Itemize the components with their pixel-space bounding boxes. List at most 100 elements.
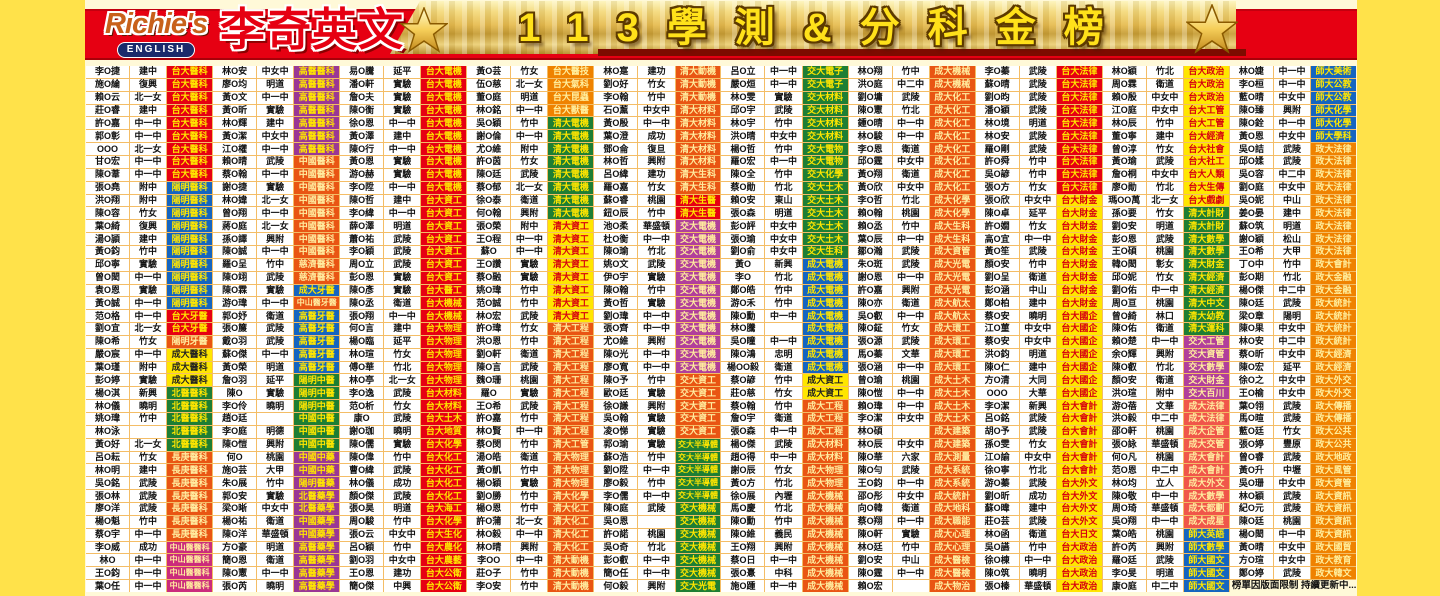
entry-name-cell: 羅O嘉 [594, 181, 638, 194]
entry-name-cell: 李O翰 [594, 91, 638, 104]
entry-univ-cell: 台大物理 [421, 374, 467, 387]
entry-univ-cell: 交大資工 [675, 387, 721, 400]
entry-name-cell: 馬O暄 [1229, 413, 1273, 425]
entry-school-cell: 武陵 [384, 233, 421, 245]
entry-school-cell: 興附 [638, 400, 675, 413]
entry-name-cell: 彭O恩 [340, 271, 384, 284]
entry-school-cell: 桃園 [1146, 245, 1183, 258]
entry-univ-cell: 成大化工 [929, 168, 975, 181]
entry-univ-cell: 清大動機 [548, 554, 594, 567]
entry-name-cell: 孫O譯 [213, 233, 257, 245]
entry-name-cell: 劉O勝 [467, 490, 511, 503]
entry-school-cell: 桃園 [638, 194, 675, 207]
entry-name-cell: 莊O子 [467, 567, 511, 580]
entry-name-cell: 陳O言 [467, 361, 511, 374]
entry-univ-cell: 清大生科 [675, 168, 721, 181]
entry-school-cell: 竹中 [765, 400, 802, 413]
entry-name-cell: 林O雯 [721, 91, 765, 104]
entry-school-cell: 衛道 [511, 194, 548, 207]
entry-univ-cell: 中國中藥 [294, 464, 340, 477]
entry-school-cell: 實驗 [384, 284, 421, 297]
entry-school-cell: 新興 [1019, 400, 1056, 413]
entry-univ-cell: 台大財金 [1056, 258, 1102, 271]
entry-univ-cell: 成大工程 [802, 400, 848, 413]
entry-univ-cell: 台大財金 [1056, 194, 1102, 207]
entry-name-cell: 林O翔 [848, 66, 892, 78]
entry-univ-cell: 師大公教 [1311, 78, 1356, 91]
entry-name-cell: 林O儀 [86, 400, 129, 413]
entry-school-cell: 中一中 [1146, 490, 1183, 503]
entry-name-cell: 廖O寬 [594, 361, 638, 374]
entry-name-cell: 林O安 [1229, 335, 1273, 348]
entry-school-cell: 中二中 [1146, 580, 1183, 592]
entry-school-cell: 中一中 [129, 348, 167, 361]
entry-school-cell: 建中 [129, 464, 167, 477]
entry-univ-cell: 長庚醫科 [167, 490, 213, 503]
entry-name-cell: 劉O好 [594, 78, 638, 91]
entry-name-cell: 蘇O筑 [1229, 220, 1273, 233]
entry-univ-cell: 台大財金 [1056, 207, 1102, 220]
entry-name-cell: 洪O瑄 [1102, 387, 1146, 400]
entry-name-cell: 鄧O侖 [594, 143, 638, 155]
entry-univ-cell: 中國醫科 [294, 233, 340, 245]
entry-school-cell: 竹中 [638, 207, 675, 220]
entry-name-cell: 林O碩 [848, 425, 892, 438]
entry-name-cell: 歐O廷 [594, 387, 638, 400]
entry-name-cell: 莊O芸 [975, 515, 1019, 528]
entry-school-cell: 中女中 [1146, 91, 1183, 104]
entry-univ-cell: 台大資工 [421, 207, 467, 220]
entry-name-cell: 邵O彤 [848, 490, 892, 503]
entry-univ-cell: 成大環工 [929, 335, 975, 348]
entry-name-cell: 蔡O日 [721, 554, 765, 567]
entry-name-cell: 曾O綺 [1102, 310, 1146, 323]
entry-univ-cell: 台大物理 [421, 335, 467, 348]
entry-univ-cell: 台大會計 [1056, 425, 1102, 438]
entry-school-cell: 竹中 [129, 245, 167, 258]
entry-name-cell: 楊O淇 [86, 387, 129, 400]
entry-name-cell: 吳O容 [1229, 168, 1273, 181]
entry-univ-cell: 成大電機 [802, 258, 848, 271]
entry-school-cell: 竹中 [638, 374, 675, 387]
entry-name-cell: 謝O珈 [340, 425, 384, 438]
entry-univ-cell: 交大土木 [802, 181, 848, 194]
entry-school-cell: 附中 [1146, 387, 1183, 400]
entry-univ-cell: 台大政治 [1183, 91, 1229, 104]
entry-univ-cell: 交大半導體 [675, 451, 721, 464]
entry-school-cell: 中女中 [765, 130, 802, 143]
entry-univ-cell: 政大法律 [1311, 155, 1356, 168]
entry-name-cell: 邱O宇 [721, 104, 765, 117]
entry-school-cell: 實驗 [638, 387, 675, 400]
entry-school-cell: 中一中 [384, 143, 421, 155]
entry-school-cell: 實驗 [511, 477, 548, 490]
entry-name-cell: 呂O耘 [86, 451, 129, 464]
entry-name-cell: 林O儀 [340, 477, 384, 490]
entry-school-cell: 中女中 [892, 490, 929, 503]
entry-univ-cell: 交大電子 [802, 66, 848, 78]
entry-univ-cell: 交大機械 [675, 515, 721, 528]
entry-univ-cell: 交大材料 [802, 91, 848, 104]
entry-school-cell: 竹中 [511, 335, 548, 348]
entry-name-cell: 賴O楚 [1102, 335, 1146, 348]
entry-name-cell: 李OO [467, 554, 511, 567]
entry-univ-cell: 高醫醫科 [294, 91, 340, 104]
entry-name-cell: 陳O憲 [213, 567, 257, 580]
entry-univ-cell: 中國藥學 [294, 515, 340, 528]
entry-school-cell: 武陵 [892, 464, 929, 477]
entry-school-cell: 武陵 [892, 91, 929, 104]
entry-univ-cell: 中國中醫 [294, 413, 340, 425]
entry-univ-cell: 長庚醫科 [167, 503, 213, 515]
entry-univ-cell: 交大材料 [802, 104, 848, 117]
entry-school-cell: 武陵 [1273, 400, 1311, 413]
entry-name-cell: 游O赫 [340, 168, 384, 181]
entry-school-cell: 武陵 [638, 258, 675, 271]
entry-univ-cell: 清大材料 [675, 117, 721, 130]
entry-school-cell: 中一中 [638, 490, 675, 503]
entry-univ-cell: 清大材料 [675, 143, 721, 155]
entry-name-cell: 馬O蓁 [848, 348, 892, 361]
entry-name-cell: 黃O鈞 [86, 245, 129, 258]
entry-univ-cell: 成大系統 [929, 477, 975, 490]
entry-univ-cell: 成大牙醫 [294, 284, 340, 297]
entry-name-cell: 林O泳 [86, 425, 129, 438]
entry-univ-cell: 成大土木 [929, 374, 975, 387]
entry-school-cell: 中二中 [892, 78, 929, 91]
